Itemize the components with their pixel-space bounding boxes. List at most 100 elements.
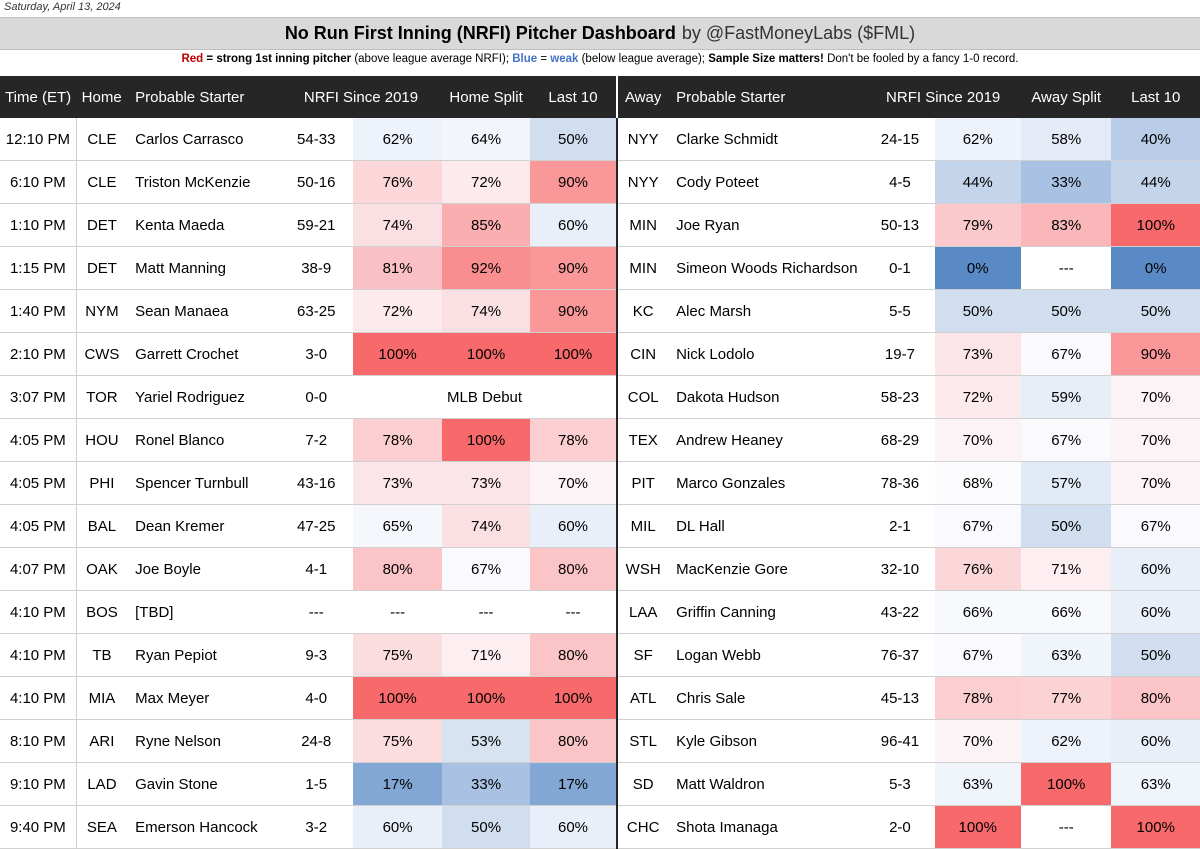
away-split-pct: 100%	[1020, 762, 1112, 806]
home-split-pct: 92%	[442, 246, 530, 290]
home-team: TOR	[75, 375, 128, 419]
away-nrfi-pct: 100%	[934, 805, 1021, 849]
table-row: 2:10 PM CWS Garrett Crochet 3-0 100% 100% 100%…	[0, 332, 1200, 376]
away-split-pct: 50%	[1020, 289, 1112, 333]
away-split-pct: ---	[1020, 246, 1112, 290]
home-nrfi-pct: 60%	[352, 805, 443, 849]
dashboard-date: Saturday, April 13, 2024	[4, 1, 121, 13]
header-away-split: Away Split	[1020, 76, 1112, 118]
away-nrfi-record: 68-29	[865, 418, 935, 462]
home-nrfi-pct: 74%	[352, 203, 443, 247]
away-last10-pct: 50%	[1111, 289, 1200, 333]
away-nrfi-record: 0-1	[865, 246, 935, 290]
home-team: ARI	[75, 719, 128, 763]
home-nrfi-record: 1-5	[279, 762, 353, 806]
home-nrfi-pct: 76%	[352, 160, 443, 204]
away-starter: Nick Lodolo	[668, 332, 866, 376]
home-last10-pct: 100%	[529, 676, 618, 720]
header-away-nrfi: NRFI Since 2019	[865, 76, 1021, 118]
home-team: MIA	[75, 676, 128, 720]
away-starter: Griffin Canning	[668, 590, 866, 634]
home-split-pct: 33%	[442, 762, 530, 806]
home-split-pct: 67%	[442, 547, 530, 591]
home-split-pct: 72%	[442, 160, 530, 204]
home-nrfi-pct: 65%	[352, 504, 443, 548]
away-starter: Joe Ryan	[668, 203, 866, 247]
legend-red-text: = strong 1st inning pitcher	[203, 53, 352, 65]
away-nrfi-record: 76-37	[865, 633, 935, 677]
away-starter: Logan Webb	[668, 633, 866, 677]
table-body: 12:10 PM CLE Carlos Carrasco 54-33 62% 64% 50%…	[0, 118, 1200, 849]
game-time: 4:10 PM	[0, 633, 77, 677]
home-starter: Gavin Stone	[127, 762, 280, 806]
away-nrfi-pct: 76%	[934, 547, 1021, 591]
away-team: NYY	[616, 160, 669, 204]
home-nrfi-record: ---	[279, 590, 353, 634]
away-nrfi-pct: 67%	[934, 504, 1021, 548]
home-last10-pct: 60%	[529, 203, 618, 247]
away-split-pct: 66%	[1020, 590, 1112, 634]
away-nrfi-record: 32-10	[865, 547, 935, 591]
away-split-pct: 58%	[1020, 118, 1112, 161]
away-starter: MacKenzie Gore	[668, 547, 866, 591]
home-last10-pct: 80%	[529, 547, 618, 591]
legend-tail: Don't be fooled by a fancy 1-0 record.	[823, 53, 1019, 65]
game-time: 2:10 PM	[0, 332, 77, 376]
home-nrfi-record: 54-33	[279, 118, 353, 161]
home-split-pct: 53%	[442, 719, 530, 763]
away-team: KC	[616, 289, 669, 333]
home-team: PHI	[75, 461, 128, 505]
game-time: 4:07 PM	[0, 547, 77, 591]
home-team: SEA	[75, 805, 128, 849]
title-bar: No Run First Inning (NRFI) Pitcher Dashb…	[0, 17, 1200, 50]
home-split-pct: 100%	[442, 418, 530, 462]
away-team: TEX	[616, 418, 669, 462]
table-row: 4:10 PM BOS [TBD] --- --- --- --- LAA Griffin Ca…	[0, 590, 1200, 634]
table-row: 4:05 PM BAL Dean Kremer 47-25 65% 74% 60% MIL DL…	[0, 504, 1200, 548]
legend-blue-text: weak	[550, 53, 579, 65]
game-time: 1:15 PM	[0, 246, 77, 290]
away-team: ATL	[616, 676, 669, 720]
table-row: 9:10 PM LAD Gavin Stone 1-5 17% 33% 17% SD Matt …	[0, 762, 1200, 806]
home-split-pct: 74%	[442, 504, 530, 548]
away-starter: Clarke Schmidt	[668, 118, 866, 161]
home-last10-pct: 80%	[529, 633, 618, 677]
away-nrfi-pct: 0%	[934, 246, 1021, 290]
home-team: BAL	[75, 504, 128, 548]
home-last10-pct: 90%	[529, 289, 618, 333]
home-starter: Max Meyer	[127, 676, 280, 720]
away-split-pct: 50%	[1020, 504, 1112, 548]
away-nrfi-pct: 70%	[934, 719, 1021, 763]
home-nrfi-record: 24-8	[279, 719, 353, 763]
home-starter: [TBD]	[127, 590, 280, 634]
away-team: SD	[616, 762, 669, 806]
away-split-pct: 33%	[1020, 160, 1112, 204]
away-team: STL	[616, 719, 669, 763]
home-nrfi-pct: ---	[352, 590, 443, 634]
away-team: CIN	[616, 332, 669, 376]
game-time: 1:40 PM	[0, 289, 77, 333]
away-nrfi-record: 24-15	[865, 118, 935, 161]
away-starter: Andrew Heaney	[668, 418, 866, 462]
home-split-pct: 74%	[442, 289, 530, 333]
away-last10-pct: 60%	[1111, 590, 1200, 634]
home-team: LAD	[75, 762, 128, 806]
legend-sample-size: Sample Size matters!	[708, 53, 824, 65]
away-nrfi-pct: 70%	[934, 418, 1021, 462]
away-split-pct: 62%	[1020, 719, 1112, 763]
home-last10-pct: 100%	[529, 332, 618, 376]
home-starter: Ryne Nelson	[127, 719, 280, 763]
away-last10-pct: 70%	[1111, 375, 1200, 419]
away-nrfi-record: 45-13	[865, 676, 935, 720]
away-nrfi-record: 58-23	[865, 375, 935, 419]
color-legend: Red = strong 1st inning pitcher (above l…	[0, 53, 1200, 65]
away-team: SF	[616, 633, 669, 677]
away-split-pct: 77%	[1020, 676, 1112, 720]
away-team: MIL	[616, 504, 669, 548]
away-nrfi-record: 43-22	[865, 590, 935, 634]
home-starter: Joe Boyle	[127, 547, 280, 591]
home-team: OAK	[75, 547, 128, 591]
home-nrfi-record: 4-0	[279, 676, 353, 720]
home-split-pct: 85%	[442, 203, 530, 247]
home-nrfi-pct: 80%	[352, 547, 443, 591]
